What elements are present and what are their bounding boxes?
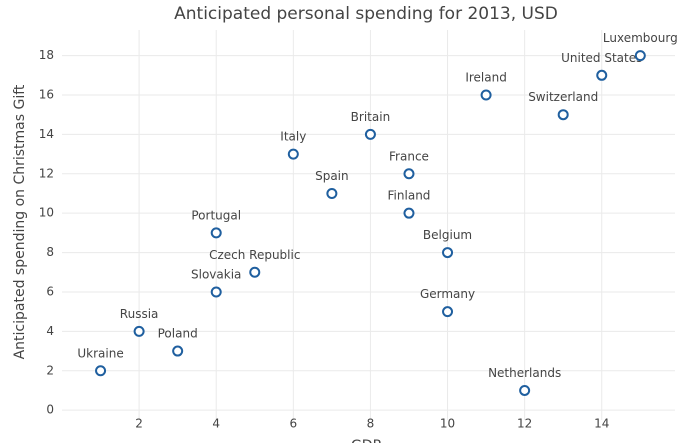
y-tick-label: 10 (39, 206, 54, 220)
x-tick-label: 4 (212, 417, 220, 431)
point-label: Portugal (191, 208, 241, 222)
point-label: Poland (158, 327, 198, 341)
point-label: Netherlands (488, 366, 561, 380)
point-label: Slovakia (191, 267, 241, 281)
point (442, 306, 454, 318)
point-label: Russia (120, 307, 159, 321)
point (95, 365, 107, 377)
point (287, 148, 299, 160)
point (364, 128, 376, 140)
x-tick-label: 10 (440, 417, 455, 431)
point-label: Italy (280, 130, 306, 144)
point-label: Luxembourg (603, 31, 678, 45)
y-tick-label: 14 (39, 127, 54, 141)
point-label: Czech Republic (209, 248, 300, 262)
point (519, 384, 531, 396)
y-axis-label: Anticipated spending on Christmas Gift (12, 84, 28, 359)
point (403, 168, 415, 180)
point-label: Finland (388, 189, 431, 203)
y-tick-label: 12 (39, 166, 54, 180)
point-label: France (389, 149, 429, 163)
y-tick-label: 0 (46, 403, 54, 417)
y-tick-label: 18 (39, 48, 54, 62)
x-axis-label: GDP (351, 438, 381, 443)
x-tick-label: 8 (367, 417, 375, 431)
point-label: Belgium (423, 228, 472, 242)
chart-title: Anticipated personal spending for 2013, … (174, 4, 558, 24)
point-label: Switzerland (528, 90, 598, 104)
x-tick-label: 14 (594, 417, 609, 431)
point-label: United States (561, 51, 642, 65)
y-tick-label: 8 (46, 245, 54, 259)
point (557, 109, 569, 121)
x-tick-label: 12 (517, 417, 532, 431)
y-tick-label: 4 (46, 324, 54, 338)
point (442, 247, 454, 259)
point (596, 69, 608, 81)
y-tick-label: 2 (46, 363, 54, 377)
point-label: Britain (351, 110, 391, 124)
point-label: Germany (420, 287, 475, 301)
point (249, 266, 261, 278)
point (172, 345, 184, 357)
point-label: Ukraine (77, 346, 123, 360)
x-tick-label: 2 (135, 417, 143, 431)
point-label: Spain (315, 169, 349, 183)
point (326, 187, 338, 199)
x-tick-label: 6 (290, 417, 298, 431)
point (133, 325, 145, 337)
point (210, 227, 222, 239)
point-label: Ireland (465, 71, 507, 85)
point (403, 207, 415, 219)
point (210, 286, 222, 298)
y-tick-label: 6 (46, 284, 54, 298)
y-tick-label: 16 (39, 88, 54, 102)
point (480, 89, 492, 101)
point (634, 50, 646, 62)
